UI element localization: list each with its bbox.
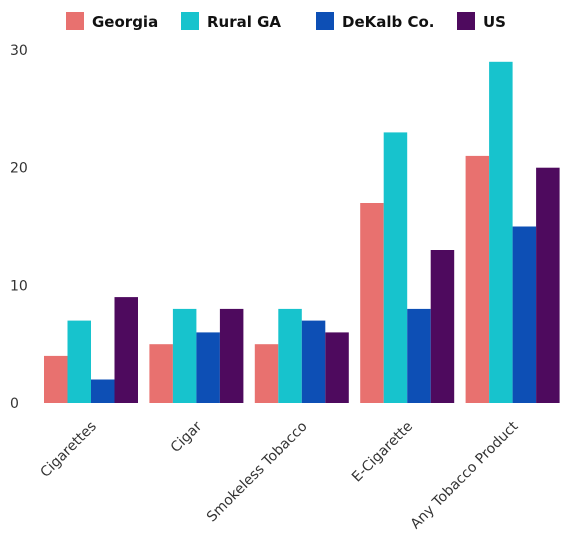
bar-rural-ga-0 <box>67 320 91 403</box>
bar-rural-ga-2 <box>278 308 302 403</box>
y-tick-label: 10 <box>10 278 28 294</box>
bar-us-0 <box>114 297 138 403</box>
legend-label: Rural GA <box>207 13 281 31</box>
x-tick-label: Smokeless Tobacco <box>204 419 311 526</box>
bar-dekalb-co-1 <box>196 332 220 403</box>
legend-swatch <box>457 12 475 30</box>
bar-us-1 <box>219 308 244 403</box>
x-tick-label: Any Tobacco Product <box>408 418 522 532</box>
bar-georgia-1 <box>149 344 173 403</box>
bar-dekalb-co-0 <box>91 379 115 403</box>
bar-georgia-3 <box>360 203 384 403</box>
x-tick-label: Cigar <box>168 418 206 456</box>
legend-swatch <box>181 12 199 30</box>
bar-georgia-0 <box>44 355 68 403</box>
bar-dekalb-co-4 <box>512 226 537 403</box>
bar-rural-ga-1 <box>172 308 197 403</box>
legend-label: US <box>483 13 506 31</box>
bar-dekalb-co-2 <box>301 320 326 403</box>
legend: Georgia Rural GA DeKalb Co. US <box>66 12 506 31</box>
bar-georgia-2 <box>254 344 279 403</box>
bar-rural-ga-4 <box>489 61 513 404</box>
x-tick-label: Cigarettes <box>38 419 100 481</box>
legend-label: DeKalb Co. <box>342 13 434 31</box>
y-axis: 0 10 20 30 <box>10 43 28 412</box>
legend-swatch <box>66 12 84 30</box>
y-tick-label: 30 <box>10 43 28 59</box>
bar-us-2 <box>325 332 349 403</box>
legend-swatch <box>316 12 334 30</box>
legend-label: Georgia <box>92 13 158 31</box>
bar-us-4 <box>536 167 560 403</box>
bar-rural-ga-3 <box>383 132 408 403</box>
y-tick-label: 0 <box>10 396 19 412</box>
x-tick-label: E-Cigarette <box>349 419 416 486</box>
bar-georgia-4 <box>465 155 490 403</box>
bar-dekalb-co-3 <box>407 308 431 403</box>
y-tick-label: 20 <box>10 161 28 177</box>
bar-us-3 <box>430 250 455 403</box>
bars <box>44 61 560 404</box>
